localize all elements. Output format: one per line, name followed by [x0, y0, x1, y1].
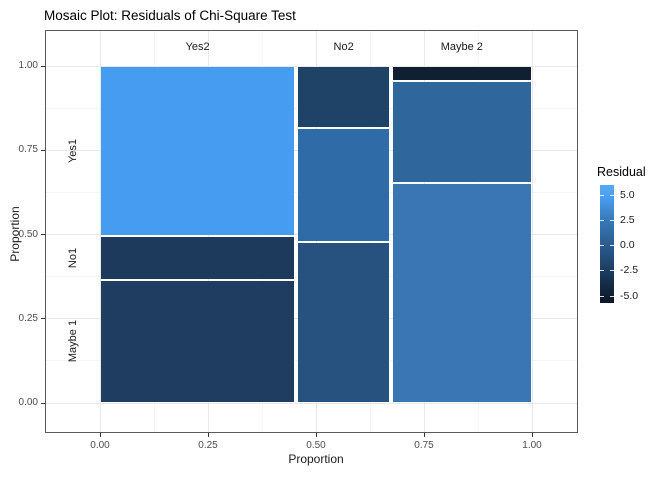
x-tick-label: 0.25: [198, 440, 218, 451]
column-strip-label: No2: [333, 41, 354, 53]
y-tick-label: 0.25: [18, 312, 38, 324]
y-tick-label: 0.00: [18, 397, 38, 408]
x-tick: [531, 433, 533, 437]
mosaic-cell: [392, 184, 531, 402]
mosaic-cell: [101, 280, 295, 402]
legend-tick: [600, 295, 604, 297]
legend-tick: [610, 270, 614, 272]
y-tick-label: 1.00: [18, 60, 38, 71]
legend-tick-label: 2.5: [620, 214, 635, 227]
y-tick: [41, 65, 45, 67]
mosaic-cell: [298, 67, 389, 128]
column-strip-label: Yes2: [185, 41, 210, 53]
legend-tick: [610, 220, 614, 222]
x-tick: [315, 433, 317, 437]
grid-major-v: [531, 31, 533, 432]
column-strip-label: Maybe 2: [440, 41, 483, 53]
legend-tick: [610, 194, 614, 196]
legend-tick-label: 0.0: [620, 239, 635, 252]
legend-tick: [610, 295, 614, 297]
x-tick: [207, 433, 209, 437]
grid-major-h: [46, 65, 577, 67]
y-tick: [41, 318, 45, 320]
legend-tick: [600, 245, 604, 247]
legend-tick: [610, 245, 614, 247]
x-tick-label: 0.75: [414, 440, 434, 451]
mosaic-cell: [101, 67, 295, 235]
mosaic-cell: [298, 242, 389, 402]
plot-panel: Yes2 No2 Maybe 2 Yes1 No1 Maybe 1: [45, 30, 578, 433]
legend-tick-label: -5.0: [620, 289, 639, 302]
mosaic-cell: [101, 236, 295, 279]
mosaic-cell: [298, 129, 389, 241]
grid-major-h: [46, 402, 577, 404]
y-tick: [41, 402, 45, 404]
y-tick-label: 0.50: [18, 228, 38, 240]
grid-major-v: [99, 31, 101, 432]
x-tick-label: 1.00: [522, 440, 542, 451]
x-tick-label: 0.50: [306, 440, 326, 451]
y-axis-title: Proportion: [8, 206, 22, 262]
legend-tick-label: -2.5: [620, 264, 639, 277]
legend-tick-label: 5.0: [620, 188, 635, 201]
row-strip-label: Yes1: [67, 138, 79, 163]
legend-title: Residual: [597, 165, 646, 179]
mosaic-cell: [392, 67, 531, 80]
y-tick: [41, 149, 45, 151]
plot-title: Mosaic Plot: Residuals of Chi-Square Tes…: [44, 8, 296, 23]
legend-tick: [600, 220, 604, 222]
row-strip-label: No1: [67, 247, 79, 268]
x-tick: [99, 433, 101, 437]
mosaic-cell: [392, 81, 531, 183]
row-strip-label: Maybe 1: [67, 320, 79, 363]
x-tick-label: 0.00: [90, 440, 110, 451]
x-axis-title: Proportion: [288, 452, 344, 466]
legend-tick: [600, 270, 604, 272]
y-tick-label: 0.75: [18, 144, 38, 156]
y-tick: [41, 234, 45, 235]
legend-tick: [600, 194, 604, 196]
legend: Residual 5.0 2.5 0.0 -2.5 -5.0: [596, 160, 672, 320]
x-tick: [423, 433, 425, 437]
legend-colorbar: [600, 185, 614, 303]
